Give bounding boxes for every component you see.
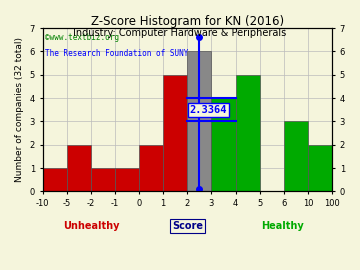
Text: The Research Foundation of SUNY: The Research Foundation of SUNY: [45, 49, 189, 58]
Text: Healthy: Healthy: [261, 221, 304, 231]
Text: Industry: Computer Hardware & Peripherals: Industry: Computer Hardware & Peripheral…: [73, 28, 287, 38]
Bar: [187, 51, 211, 191]
Text: 2.3364: 2.3364: [190, 105, 227, 115]
Text: ©www.textbiz.org: ©www.textbiz.org: [45, 33, 120, 42]
Title: Z-Score Histogram for KN (2016): Z-Score Histogram for KN (2016): [91, 15, 284, 28]
Bar: [67, 145, 91, 191]
Bar: [235, 75, 260, 191]
Bar: [42, 168, 67, 191]
Text: Unhealthy: Unhealthy: [63, 221, 120, 231]
Text: Score: Score: [172, 221, 203, 231]
Bar: [308, 145, 332, 191]
Bar: [284, 121, 308, 191]
Bar: [91, 168, 115, 191]
Bar: [163, 75, 187, 191]
Y-axis label: Number of companies (32 total): Number of companies (32 total): [15, 37, 24, 182]
Bar: [211, 98, 235, 191]
Bar: [139, 145, 163, 191]
Bar: [115, 168, 139, 191]
